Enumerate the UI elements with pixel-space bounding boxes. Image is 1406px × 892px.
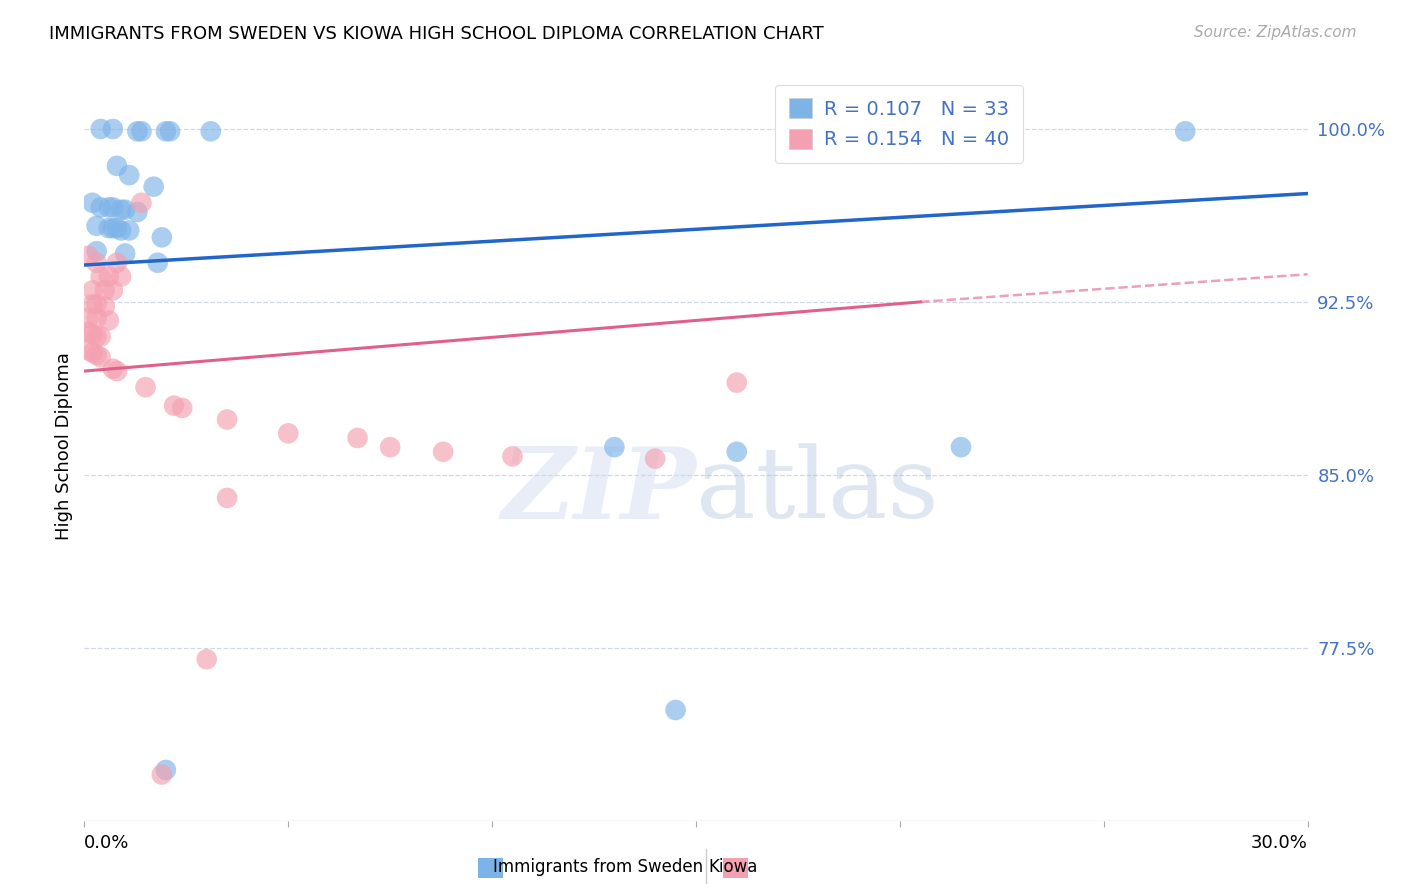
- Point: [101, 361, 124, 376]
- Point: [142, 179, 165, 194]
- Point: [163, 399, 186, 413]
- Point: [725, 376, 748, 390]
- Point: [97, 200, 120, 214]
- Point: [82, 297, 104, 311]
- Point: [131, 124, 153, 138]
- Y-axis label: High School Diploma: High School Diploma: [55, 352, 73, 540]
- Point: [86, 311, 108, 326]
- Text: ZIP: ZIP: [501, 442, 696, 539]
- Point: [118, 168, 141, 182]
- Point: [105, 159, 128, 173]
- Point: [172, 401, 194, 415]
- Point: [200, 124, 222, 138]
- Point: [644, 451, 666, 466]
- Point: [1174, 124, 1197, 138]
- Point: [77, 343, 100, 358]
- Point: [118, 223, 141, 237]
- Point: [380, 440, 402, 454]
- Point: [82, 284, 104, 298]
- Point: [665, 703, 688, 717]
- Point: [346, 431, 368, 445]
- Point: [90, 350, 112, 364]
- Point: [97, 269, 120, 284]
- Point: [155, 124, 177, 138]
- Point: [101, 200, 124, 214]
- Bar: [723, 858, 748, 878]
- Point: [155, 763, 177, 777]
- Legend: R = 0.107   N = 33, R = 0.154   N = 40: R = 0.107 N = 33, R = 0.154 N = 40: [775, 85, 1022, 163]
- Point: [86, 348, 108, 362]
- Point: [110, 223, 132, 237]
- Text: 0.0%: 0.0%: [84, 835, 129, 853]
- Point: [150, 767, 173, 781]
- Point: [90, 269, 112, 284]
- Point: [93, 284, 115, 298]
- Point: [217, 491, 239, 505]
- Bar: [478, 858, 503, 878]
- Point: [502, 450, 524, 464]
- Point: [114, 246, 136, 260]
- Text: Source: ZipAtlas.com: Source: ZipAtlas.com: [1194, 25, 1357, 40]
- Text: Immigrants from Sweden: Immigrants from Sweden: [494, 858, 703, 876]
- Point: [86, 219, 108, 233]
- Point: [97, 221, 120, 235]
- Text: Kiowa: Kiowa: [709, 858, 758, 876]
- Point: [114, 202, 136, 217]
- Point: [131, 195, 153, 210]
- Point: [97, 313, 120, 327]
- Point: [603, 440, 626, 454]
- Point: [217, 412, 239, 426]
- Point: [432, 444, 454, 458]
- Point: [77, 249, 100, 263]
- Text: atlas: atlas: [696, 443, 939, 539]
- Text: IMMIGRANTS FROM SWEDEN VS KIOWA HIGH SCHOOL DIPLOMA CORRELATION CHART: IMMIGRANTS FROM SWEDEN VS KIOWA HIGH SCH…: [49, 25, 824, 43]
- Point: [82, 327, 104, 342]
- Point: [146, 256, 169, 270]
- Point: [82, 195, 104, 210]
- Point: [86, 329, 108, 343]
- Point: [86, 244, 108, 259]
- Point: [105, 364, 128, 378]
- Point: [90, 329, 112, 343]
- Point: [105, 256, 128, 270]
- Point: [725, 444, 748, 458]
- Point: [93, 300, 115, 314]
- Point: [195, 652, 218, 666]
- Point: [135, 380, 157, 394]
- Point: [127, 124, 149, 138]
- Point: [105, 221, 128, 235]
- Point: [90, 200, 112, 214]
- Point: [82, 345, 104, 359]
- Point: [950, 440, 973, 454]
- Point: [101, 284, 124, 298]
- Point: [150, 230, 173, 244]
- Point: [159, 124, 181, 138]
- Text: 30.0%: 30.0%: [1251, 835, 1308, 853]
- Point: [86, 256, 108, 270]
- Point: [277, 426, 299, 441]
- Point: [77, 311, 100, 326]
- Point: [77, 325, 100, 339]
- Point: [110, 202, 132, 217]
- Point: [86, 297, 108, 311]
- Point: [101, 221, 124, 235]
- Point: [101, 122, 124, 136]
- Point: [110, 269, 132, 284]
- Point: [127, 205, 149, 219]
- Point: [90, 122, 112, 136]
